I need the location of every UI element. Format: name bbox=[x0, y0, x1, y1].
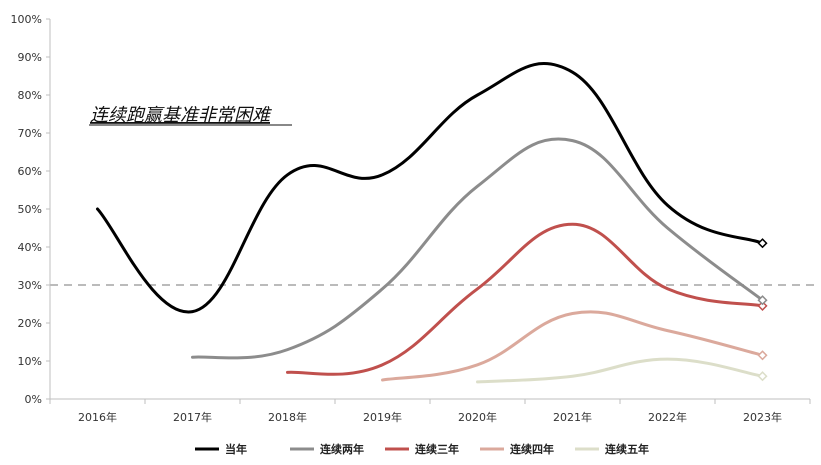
y-tick-label: 60% bbox=[18, 165, 42, 178]
series-group bbox=[286, 222, 768, 376]
x-tick-label: 2019年 bbox=[363, 410, 402, 424]
legend: 当年 连续两年 连续三年 连续四年 连续五年 bbox=[195, 442, 649, 456]
x-tick-label: 2021年 bbox=[553, 410, 592, 424]
series-end-marker bbox=[757, 238, 768, 249]
series-group bbox=[191, 137, 768, 360]
y-tick-label: 20% bbox=[18, 317, 42, 330]
x-tick-label: 2016年 bbox=[78, 410, 117, 424]
legend-label: 连续四年 bbox=[510, 442, 554, 456]
legend-label: 当年 bbox=[225, 442, 247, 456]
y-tick-label: 100% bbox=[11, 13, 42, 26]
series-layer bbox=[96, 61, 768, 384]
series-line bbox=[96, 61, 764, 314]
legend-item: 当年 bbox=[195, 442, 247, 456]
y-tick-label: 40% bbox=[18, 241, 42, 254]
x-tick-label: 2022年 bbox=[648, 410, 687, 424]
x-tick-label: 2018年 bbox=[268, 410, 307, 424]
y-tick-label: 50% bbox=[18, 203, 42, 216]
series-end-marker bbox=[757, 350, 768, 361]
y-tick-label: 10% bbox=[18, 355, 42, 368]
series-end-marker bbox=[757, 371, 768, 382]
legend-item: 连续五年 bbox=[575, 442, 649, 456]
series-line bbox=[476, 357, 764, 384]
legend-item: 连续两年 bbox=[290, 442, 364, 456]
series-end-marker bbox=[757, 300, 768, 311]
series-line bbox=[381, 310, 764, 382]
series-group bbox=[381, 310, 768, 382]
x-tick-label: 2023年 bbox=[743, 410, 782, 424]
series-end-marker bbox=[757, 295, 768, 306]
x-tick-label: 2020年 bbox=[458, 410, 497, 424]
y-tick-label: 90% bbox=[18, 51, 42, 64]
legend-label: 连续三年 bbox=[415, 442, 459, 456]
series-line bbox=[191, 137, 764, 360]
y-tick-label: 0% bbox=[25, 393, 42, 406]
legend-item: 连续三年 bbox=[385, 442, 459, 456]
y-tick-label: 30% bbox=[18, 279, 42, 292]
legend-label: 连续两年 bbox=[320, 442, 364, 456]
series-group bbox=[96, 61, 768, 314]
y-tick-label: 80% bbox=[18, 89, 42, 102]
x-tick-label: 2017年 bbox=[173, 410, 212, 424]
legend-label: 连续五年 bbox=[605, 442, 649, 456]
chart-annotation: 连续跑赢基准非常困难 bbox=[90, 105, 272, 126]
y-tick-label: 70% bbox=[18, 127, 42, 140]
axis-layer: 0% 10% 20% 30% 40% 50% 60% 70% 80% 90% 100% 2016年 20… bbox=[11, 13, 811, 424]
legend-item: 连续四年 bbox=[480, 442, 554, 456]
series-line bbox=[286, 222, 764, 376]
series-group bbox=[476, 357, 768, 384]
